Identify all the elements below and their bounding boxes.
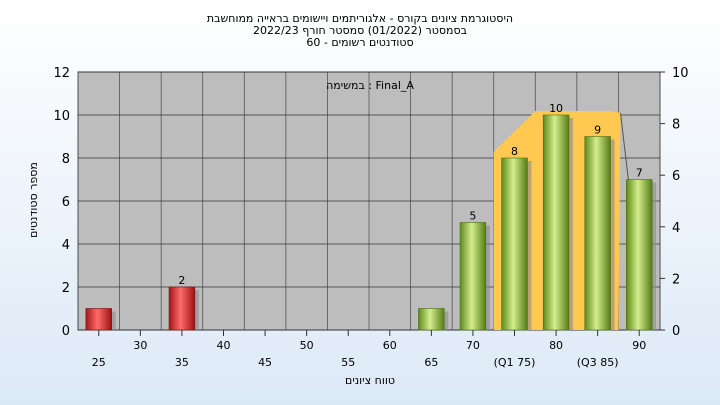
y2-tick-label: 10 — [672, 66, 689, 81]
bar-label: 2 — [178, 274, 185, 287]
title-line-2: בסמסטר (01/2022) סמסטר חורף 2022/23 — [253, 24, 467, 37]
x-tick-label: 55 — [341, 356, 355, 369]
task-annotation: במשימה : Final_A — [326, 79, 414, 92]
y-axis-title: מספר סטודנטים — [27, 162, 40, 238]
bar-70 — [459, 222, 487, 331]
bar-80 — [542, 114, 570, 331]
x-tick-label: 65 — [424, 356, 438, 369]
y-tick-label: 0 — [62, 324, 70, 339]
y-tick-label: 10 — [53, 109, 70, 124]
bar-label: 10 — [549, 102, 563, 115]
y2-tick-label: 6 — [672, 169, 680, 184]
bar-label: 7 — [636, 167, 643, 180]
bar-35 — [168, 286, 196, 331]
y-axis-ticks: 0 2 4 6 8 10 12 — [53, 66, 70, 339]
x-tick-label: 35 — [175, 356, 189, 369]
bar-label: 8 — [511, 145, 518, 158]
y2-tick-label: 4 — [672, 221, 680, 236]
x-tick-label: 50 — [300, 339, 314, 352]
plot-area: 2 5 8 10 9 7 — [77, 71, 661, 331]
chart-title: היסטוגרמת ציונים בקורס - אלגוריתמים וייש… — [207, 12, 513, 49]
y2-tick-label: 8 — [672, 118, 680, 133]
bar-labels: 2 5 8 10 9 7 — [178, 102, 642, 287]
bar-label: 9 — [594, 124, 601, 137]
title-line-1: היסטוגרמת ציונים בקורס - אלגוריתמים וייש… — [207, 12, 513, 25]
x-axis-title: טווח ציונים — [345, 374, 395, 387]
y2-axis-ticks: 0 2 4 6 8 10 — [660, 66, 689, 339]
y2-tick-label: 2 — [672, 272, 680, 287]
bars — [85, 114, 657, 331]
title-line-3: סטודנטים רשומים - 60 — [306, 36, 413, 49]
x-tick-label: 80 — [549, 339, 563, 352]
x-axis-ticks: 25 30 35 40 45 50 55 60 65 70 (Q1 75) 80 (Q3 85) 90 — [92, 330, 646, 369]
x-tick-label: (Q3 85) — [577, 356, 619, 369]
x-tick-label: 90 — [632, 339, 646, 352]
y-tick-label: 8 — [62, 152, 70, 167]
y2-tick-label: 0 — [672, 324, 680, 339]
bar-label: 5 — [469, 210, 476, 223]
y-tick-label: 6 — [62, 195, 70, 210]
y-tick-label: 2 — [62, 281, 70, 296]
x-tick-label: 40 — [217, 339, 231, 352]
x-tick-label: 70 — [466, 339, 480, 352]
x-tick-label: 25 — [92, 356, 106, 369]
bar-65 — [418, 308, 445, 331]
y-tick-label: 4 — [62, 238, 70, 253]
x-tick-label: 60 — [383, 339, 397, 352]
x-tick-label: (Q1 75) — [494, 356, 536, 369]
bar-90 — [626, 179, 653, 331]
bar-(Q1 75) — [501, 157, 528, 331]
bar-(Q3 85) — [584, 136, 611, 331]
y-tick-label: 12 — [53, 66, 70, 81]
x-tick-label: 45 — [258, 356, 272, 369]
x-tick-label: 30 — [133, 339, 147, 352]
bar-25 — [85, 308, 112, 331]
